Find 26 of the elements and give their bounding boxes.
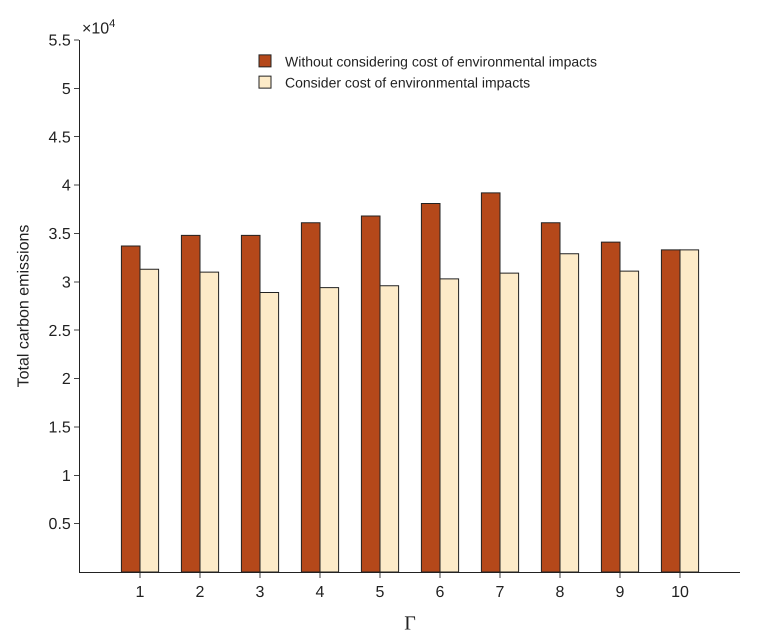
legend-label: Without considering cost of environmental impacts	[285, 53, 598, 70]
y-tick-label: 3	[62, 274, 71, 292]
y-axis-title: Total carbon emissions	[15, 224, 32, 388]
y-tick-label: 2	[62, 371, 71, 388]
x-tick-label: 1	[136, 584, 145, 602]
x-axis-title: Γ	[404, 612, 416, 635]
x-tick-label: 10	[671, 584, 689, 602]
y-tick-label: 1	[62, 468, 71, 485]
y-tick-label: 3.5	[48, 226, 71, 244]
x-tick-label: 2	[196, 584, 205, 602]
x-tick-label: 9	[616, 584, 625, 602]
y-tick-label: 4.5	[48, 129, 71, 146]
x-tick-label: 3	[256, 584, 265, 602]
x-tick-label: 5	[376, 584, 385, 602]
text: ×10$^{4}$	[82, 18, 116, 38]
y-tick-label: 5.5	[48, 32, 71, 50]
legend-label: Consider cost of environmental impacts	[285, 74, 530, 91]
x-tick-label: 7	[496, 584, 505, 602]
y-tick-label: 2.5	[48, 322, 71, 340]
y-tick-label: 0.5	[48, 516, 71, 534]
y-tick-label: 5	[62, 80, 71, 98]
x-tick-label: 4	[316, 584, 325, 602]
x-tick-label: 8	[556, 584, 565, 602]
x-tick-label: 6	[436, 584, 445, 602]
y-tick-label: 1.5	[48, 420, 71, 437]
y-tick-label: 4	[62, 178, 71, 195]
